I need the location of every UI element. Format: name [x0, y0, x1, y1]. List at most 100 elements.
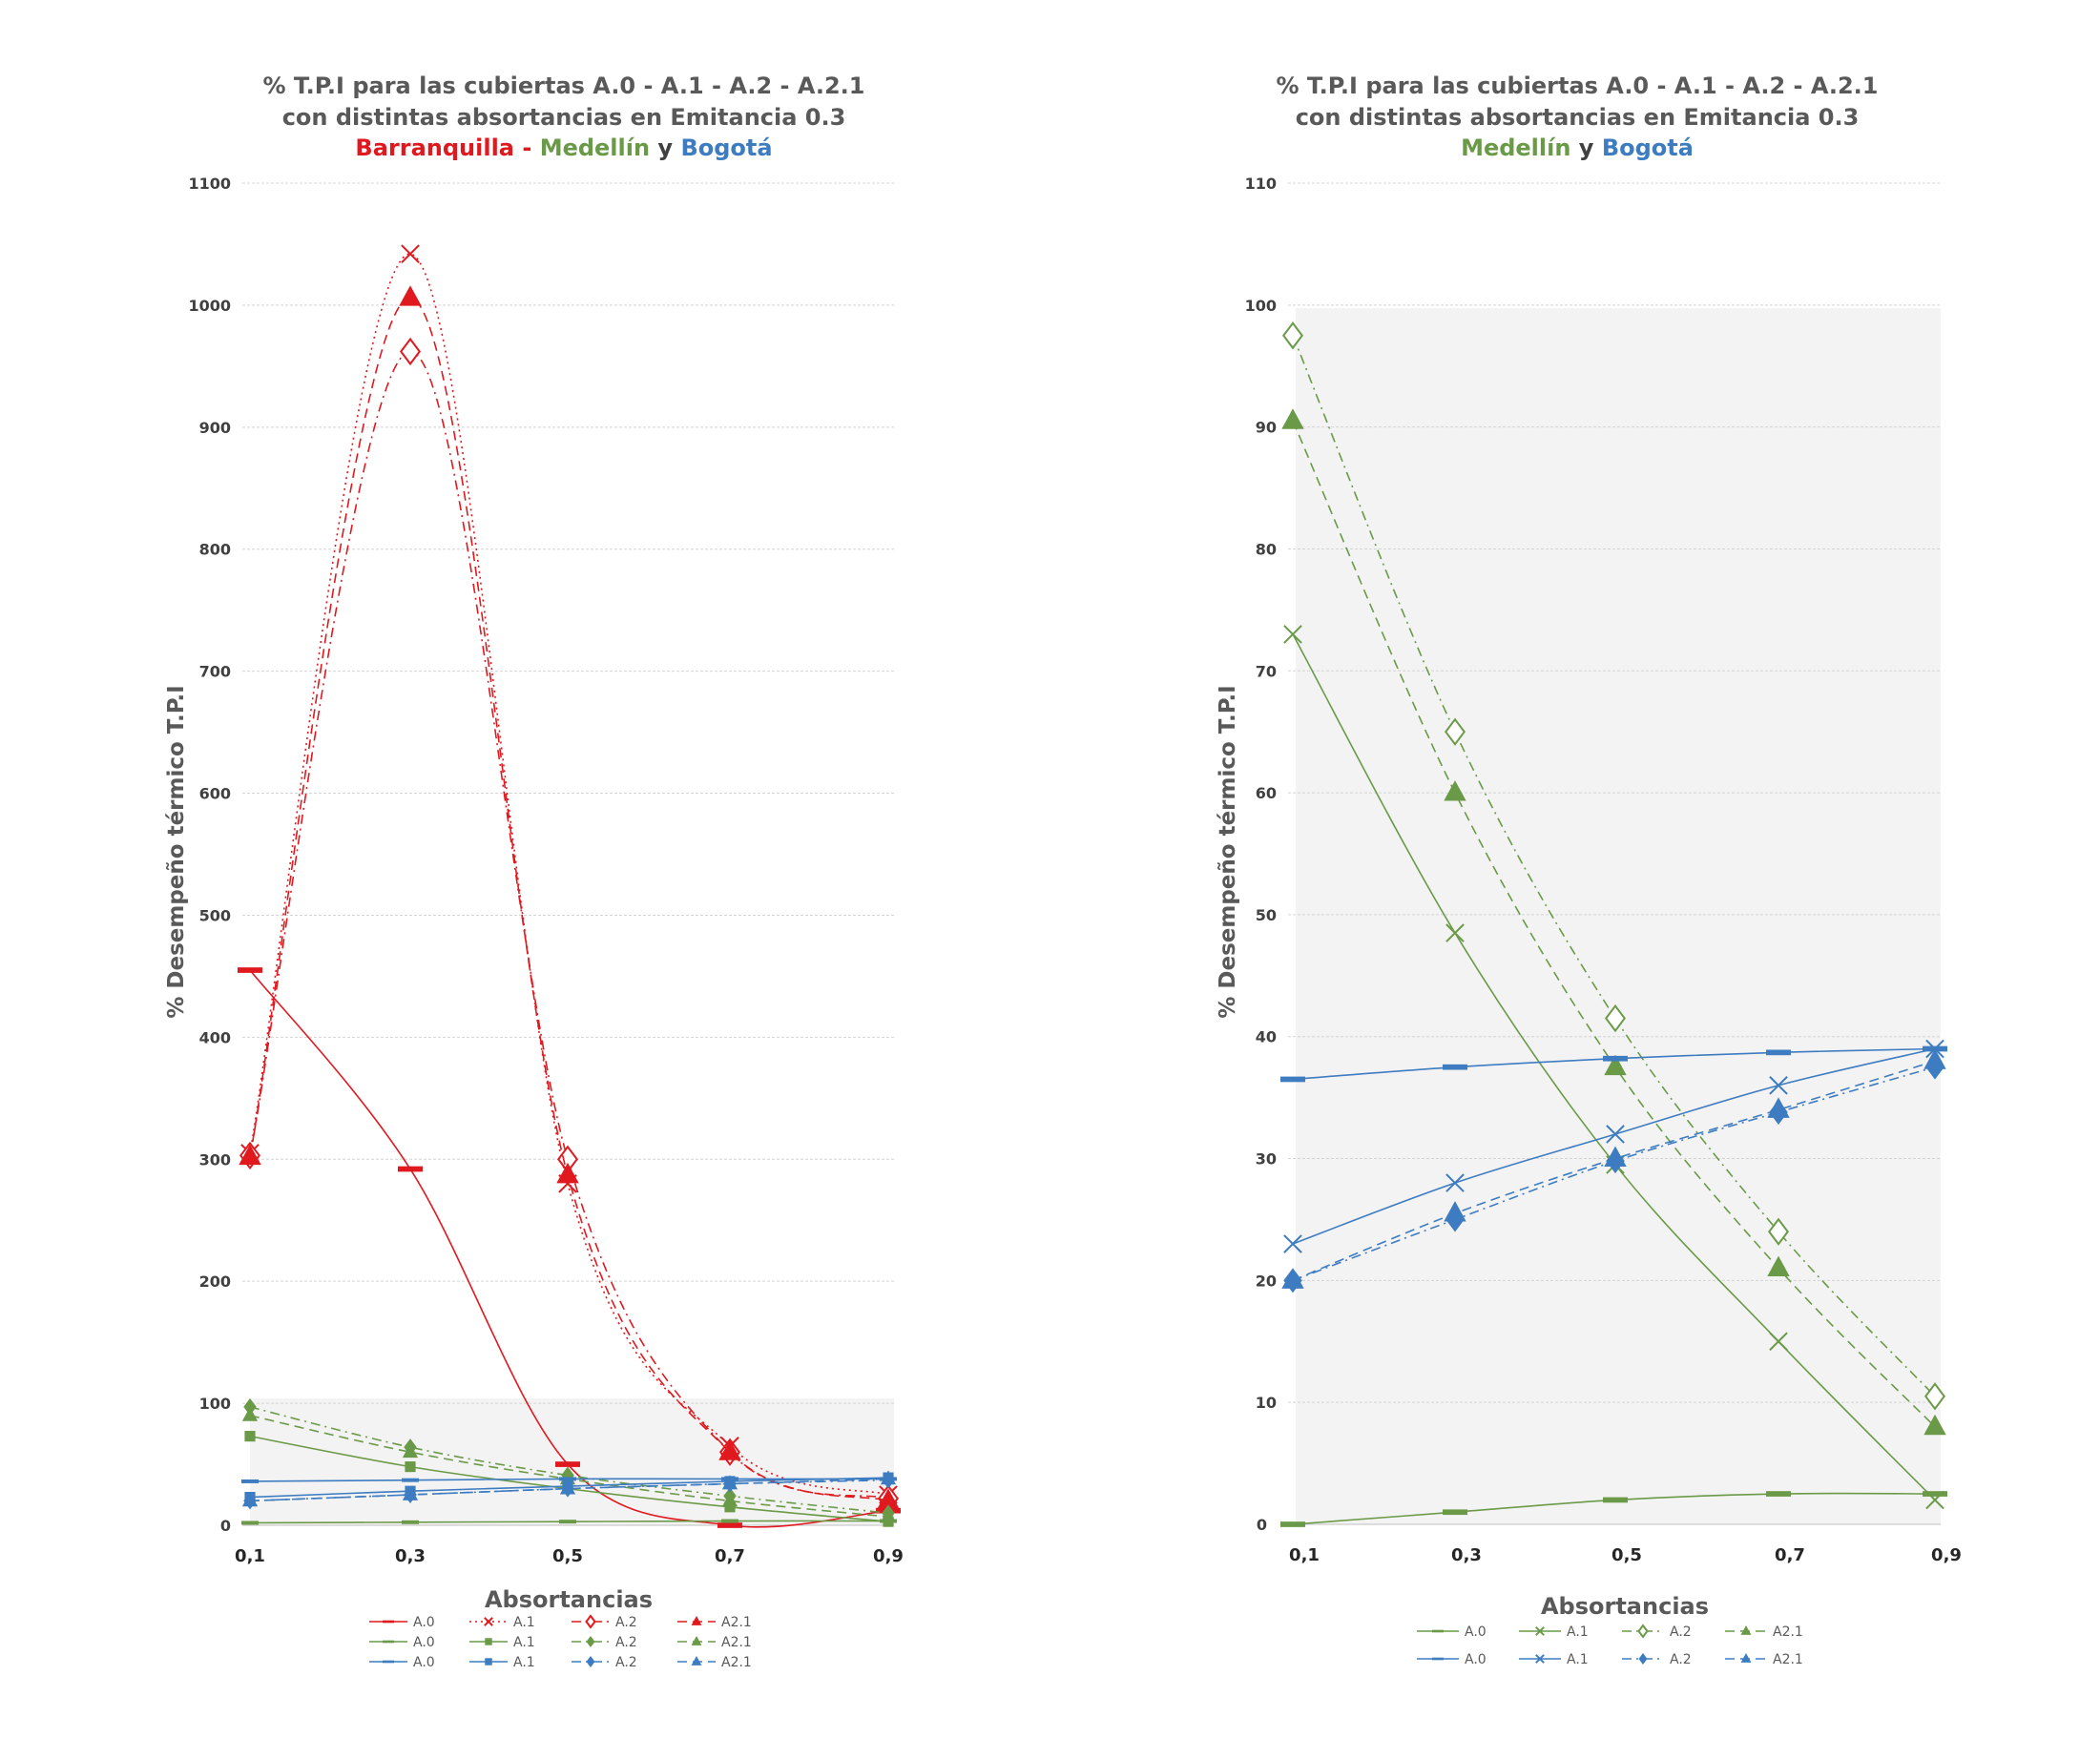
legend-label: A.1	[1567, 1652, 1589, 1667]
legend-marker	[383, 1660, 394, 1664]
y-tick-label: 10	[1256, 1394, 1277, 1412]
data-point	[398, 1166, 423, 1172]
legend-marker	[691, 1656, 702, 1666]
legend-label: A.1	[1567, 1624, 1589, 1640]
data-point	[405, 1461, 416, 1473]
legend-label: A.0	[413, 1635, 435, 1650]
data-point	[717, 1522, 742, 1528]
legend-marker	[485, 1658, 492, 1666]
left-chart-title-line1: % T.P.I para las cubiertas A.0 - A.1 - A…	[263, 72, 865, 99]
right-chart-title-line1: % T.P.I para las cubiertas A.0 - A.1 - A…	[1277, 72, 1879, 99]
legend-label: A.0	[413, 1615, 435, 1630]
title-place-name-4: Bogotá	[680, 134, 772, 161]
data-point	[1925, 1490, 1944, 1510]
y-tick-label: 20	[1256, 1272, 1277, 1290]
y-tick-label: 0	[220, 1517, 231, 1535]
right-chart-title-line2: con distintas absortancias en Emitancia …	[1296, 104, 1860, 131]
data-point	[1766, 1491, 1791, 1497]
left-chart-y-axis: 0 100 200 300 400 500 600 700 800 900 1000 1100	[188, 175, 231, 1535]
title-place-name-0: Barranquilla	[355, 134, 514, 161]
y-tick-label: 80	[1256, 540, 1277, 558]
legend-item: A.0	[369, 1655, 435, 1670]
legend-item: A.2	[572, 1655, 637, 1670]
title-place-name-1: y	[1570, 134, 1601, 161]
legend-label: A2.1	[721, 1655, 752, 1670]
x-tick-label: 0,1	[1289, 1545, 1320, 1565]
legend-label: A.0	[1465, 1652, 1487, 1667]
series-line	[1292, 420, 1936, 1428]
data-point	[559, 1479, 576, 1495]
data-point	[559, 1520, 576, 1524]
data-point	[1766, 1049, 1791, 1056]
series-line	[1292, 335, 1936, 1397]
series-bogota-a1	[1283, 1039, 1944, 1253]
data-point	[1283, 1234, 1302, 1253]
series-line	[249, 1478, 889, 1502]
y-tick-label: 200	[199, 1272, 231, 1291]
data-point	[1603, 1497, 1628, 1503]
series-barranquilla-a1	[240, 244, 898, 1504]
data-point	[241, 1406, 259, 1421]
data-point	[721, 1492, 738, 1507]
y-tick-label: 300	[199, 1150, 231, 1169]
legend-item: A.0	[1417, 1624, 1487, 1640]
legend-item: A2.1	[1725, 1652, 1803, 1667]
x-tick-label: 0,7	[715, 1546, 745, 1566]
legend-label: A.0	[413, 1655, 435, 1670]
data-point	[555, 1461, 580, 1467]
x-tick-label: 0,1	[235, 1546, 265, 1566]
data-point	[241, 1521, 259, 1525]
legend-label: A.2	[615, 1635, 637, 1650]
data-point	[721, 1519, 738, 1523]
series-line	[249, 969, 889, 1528]
title-place-name-3: y	[650, 134, 680, 161]
y-tick-label: 900	[199, 419, 231, 437]
data-point	[1923, 1414, 1946, 1436]
data-point	[244, 1431, 256, 1442]
right-chart-x-axis-title: Absortancias	[1541, 1593, 1709, 1620]
legend-marker	[1432, 1657, 1444, 1661]
left-chart-legend: A.0 A.1 A.2 A2.1 A.0 A.1 A.2 A2.1 A.0 A.1 A.2 A2.1	[369, 1614, 752, 1670]
y-tick-label: 60	[1256, 784, 1277, 802]
data-point	[239, 1144, 261, 1166]
y-tick-label: 30	[1256, 1150, 1277, 1169]
series-bogota-a21	[241, 1470, 897, 1507]
series-medellin-a21	[1281, 408, 1946, 1436]
x-tick-label: 0,5	[1611, 1545, 1642, 1565]
legend-item: A.1	[469, 1635, 535, 1650]
legend-marker	[1535, 1654, 1545, 1664]
data-point	[241, 1479, 259, 1483]
legend-item: A.2	[1622, 1652, 1692, 1667]
y-tick-label: 70	[1256, 662, 1277, 680]
series-medellin-a0	[1280, 1491, 1947, 1527]
data-point	[1605, 1003, 1626, 1033]
legend-item: A2.1	[677, 1635, 752, 1650]
data-point	[1443, 1064, 1467, 1070]
data-point	[1444, 780, 1466, 801]
x-tick-label: 0,3	[395, 1546, 426, 1566]
series-line	[1292, 633, 1936, 1501]
title-place-name-0: Medellín	[1461, 134, 1570, 161]
left-chart-title-line2: con distintas absortancias en Emitancia …	[282, 104, 846, 131]
right-chart-plot-shading	[1296, 308, 1941, 1524]
legend-marker	[691, 1636, 702, 1645]
legend-marker	[1740, 1625, 1752, 1635]
data-point	[1445, 1173, 1465, 1192]
data-point	[1923, 1491, 1947, 1497]
right-chart-gridlines	[1288, 182, 1941, 1525]
legend-item: A2.1	[1725, 1624, 1803, 1640]
right-chart: % T.P.I para las cubiertas A.0 - A.1 - A…	[1216, 72, 1962, 1667]
right-chart-title-line3: Medellín y Bogotá	[1461, 134, 1694, 161]
legend-marker	[1638, 1653, 1648, 1665]
data-point	[399, 285, 422, 306]
data-point	[1444, 1201, 1466, 1222]
legend-label: A.2	[615, 1615, 637, 1630]
data-point	[724, 1501, 736, 1513]
data-point	[238, 967, 262, 973]
data-point	[402, 1486, 419, 1500]
y-tick-label: 40	[1256, 1028, 1277, 1046]
data-point	[1281, 1268, 1304, 1289]
data-point	[1445, 717, 1466, 746]
x-tick-label: 0,9	[1931, 1545, 1962, 1565]
y-tick-label: 50	[1256, 906, 1277, 924]
